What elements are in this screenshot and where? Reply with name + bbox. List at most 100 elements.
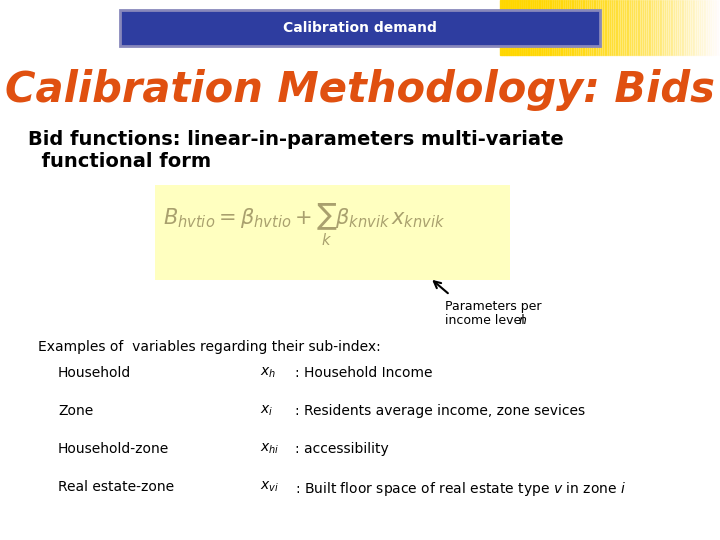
- Bar: [544, 0, 546, 55]
- Bar: [626, 0, 629, 55]
- Bar: [718, 0, 720, 55]
- Bar: [647, 0, 649, 55]
- Bar: [504, 0, 505, 55]
- Bar: [649, 0, 650, 55]
- Bar: [643, 0, 645, 55]
- Text: Real estate-zone: Real estate-zone: [58, 480, 174, 494]
- Bar: [540, 0, 542, 55]
- Bar: [542, 0, 544, 55]
- Bar: [553, 0, 555, 55]
- Bar: [531, 0, 533, 55]
- Bar: [693, 0, 694, 55]
- Bar: [526, 0, 528, 55]
- Bar: [652, 0, 654, 55]
- Bar: [120, 10, 600, 46]
- Bar: [700, 0, 702, 55]
- Bar: [654, 0, 656, 55]
- Bar: [603, 0, 605, 55]
- Bar: [502, 0, 504, 55]
- Bar: [612, 0, 613, 55]
- Bar: [548, 0, 549, 55]
- Bar: [155, 185, 510, 280]
- Bar: [580, 0, 582, 55]
- Text: : Household Income: : Household Income: [295, 366, 433, 380]
- Bar: [559, 0, 560, 55]
- Bar: [562, 0, 564, 55]
- Text: $x_{i}$: $x_{i}$: [260, 404, 273, 418]
- Bar: [572, 0, 573, 55]
- Bar: [590, 0, 592, 55]
- Text: Zone: Zone: [58, 404, 94, 418]
- Bar: [619, 0, 621, 55]
- Text: Calibration Methodology: Bids: Calibration Methodology: Bids: [5, 69, 715, 111]
- Bar: [524, 0, 526, 55]
- Text: n: n: [519, 314, 527, 327]
- Bar: [585, 0, 586, 55]
- Bar: [707, 0, 709, 55]
- Bar: [616, 0, 617, 55]
- Bar: [629, 0, 630, 55]
- Text: $x_{h}$: $x_{h}$: [260, 366, 276, 380]
- Text: Calibration demand: Calibration demand: [283, 21, 437, 35]
- Bar: [579, 0, 580, 55]
- Bar: [696, 0, 698, 55]
- Bar: [636, 0, 637, 55]
- Bar: [605, 0, 606, 55]
- Bar: [560, 0, 562, 55]
- Bar: [529, 0, 531, 55]
- Bar: [662, 0, 663, 55]
- Bar: [555, 0, 557, 55]
- Bar: [709, 0, 711, 55]
- Bar: [588, 0, 590, 55]
- Bar: [518, 0, 520, 55]
- Text: $x_{vi}$: $x_{vi}$: [260, 480, 279, 495]
- Bar: [610, 0, 612, 55]
- Text: : accessibility: : accessibility: [295, 442, 389, 456]
- Bar: [656, 0, 657, 55]
- Bar: [508, 0, 509, 55]
- Bar: [639, 0, 642, 55]
- Bar: [632, 0, 634, 55]
- Text: : Built floor space of real estate type $v$ in zone $i$: : Built floor space of real estate type …: [295, 480, 626, 498]
- Bar: [570, 0, 572, 55]
- Bar: [509, 0, 511, 55]
- Bar: [597, 0, 599, 55]
- Bar: [713, 0, 714, 55]
- Text: Parameters per: Parameters per: [445, 300, 541, 313]
- Bar: [682, 0, 683, 55]
- Bar: [552, 0, 553, 55]
- Bar: [535, 0, 536, 55]
- Bar: [592, 0, 593, 55]
- Bar: [698, 0, 700, 55]
- Bar: [573, 0, 575, 55]
- Bar: [634, 0, 636, 55]
- Bar: [672, 0, 674, 55]
- Text: functional form: functional form: [28, 152, 211, 171]
- Bar: [665, 0, 667, 55]
- Text: Household-zone: Household-zone: [58, 442, 169, 456]
- Text: $B_{hvtio} = \beta_{hvtio} + \sum_{k}\beta_{knvik}\,x_{knvik}$: $B_{hvtio} = \beta_{hvtio} + \sum_{k}\be…: [163, 202, 445, 248]
- Bar: [549, 0, 552, 55]
- Bar: [536, 0, 539, 55]
- Bar: [533, 0, 535, 55]
- Bar: [582, 0, 585, 55]
- Bar: [557, 0, 559, 55]
- Bar: [642, 0, 643, 55]
- Bar: [680, 0, 682, 55]
- Bar: [714, 0, 716, 55]
- Bar: [645, 0, 647, 55]
- Bar: [500, 0, 502, 55]
- Bar: [516, 0, 518, 55]
- Bar: [520, 0, 522, 55]
- Bar: [630, 0, 632, 55]
- Bar: [685, 0, 687, 55]
- Bar: [564, 0, 566, 55]
- Bar: [522, 0, 524, 55]
- Bar: [623, 0, 625, 55]
- Bar: [568, 0, 570, 55]
- Bar: [586, 0, 588, 55]
- Bar: [505, 0, 508, 55]
- Bar: [674, 0, 676, 55]
- Bar: [608, 0, 610, 55]
- Bar: [599, 0, 600, 55]
